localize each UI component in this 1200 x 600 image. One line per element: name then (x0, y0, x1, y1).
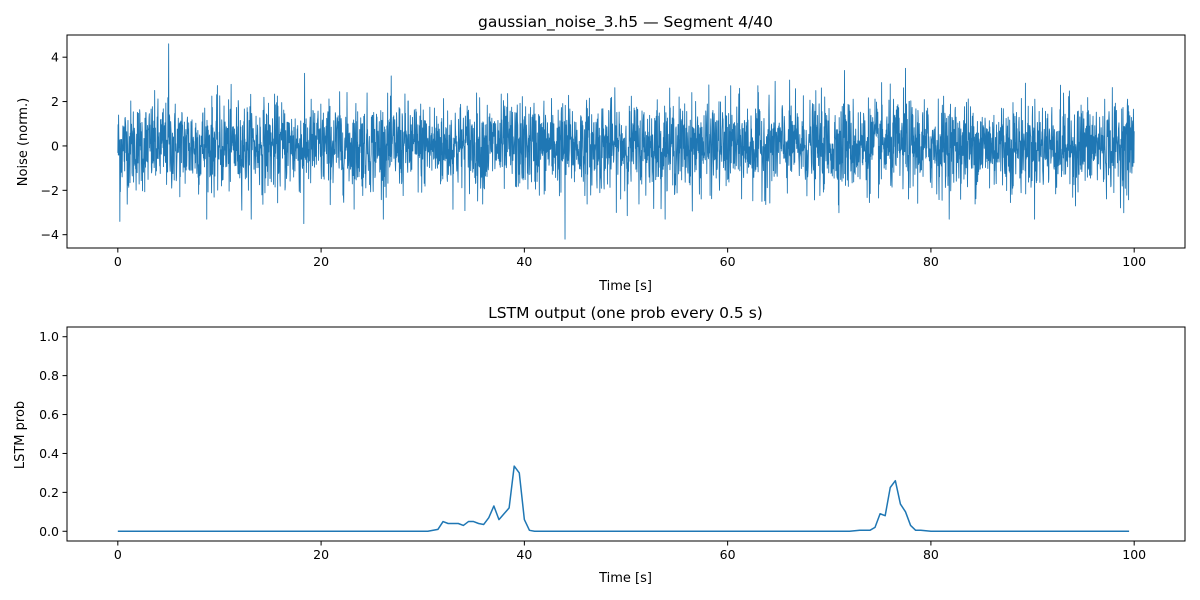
lstm-y-tick-label: 1.0 (39, 329, 59, 344)
noise-x-axis-label: Time [s] (598, 279, 652, 294)
noise-x-tick-label: 0 (114, 254, 122, 269)
lstm-plot-area: 0 20 40 60 80 100 0.0 0.2 0.4 0.6 0.8 1.0 (39, 326, 1186, 562)
lstm-x-tick-label: 100 (1122, 547, 1146, 562)
lstm-y-tick-label: 0.8 (39, 368, 59, 383)
lstm-y-tick-label: 0.2 (39, 485, 59, 500)
lstm-x-tick-label: 60 (720, 547, 736, 562)
noise-x-tick-label: 80 (923, 254, 939, 269)
noise-x-tick-label: 40 (516, 254, 532, 269)
lstm-y-tick-label: 0.0 (39, 524, 59, 539)
noise-panel: gaussian_noise_3.h5 — Segment 4/40 Time … (16, 13, 1186, 294)
lstm-y-axis-label: LSTM prob (13, 401, 28, 469)
lstm-x-tick-label: 40 (516, 547, 532, 562)
noise-y-tick-label: −2 (41, 183, 59, 198)
noise-y-tick-label: 0 (51, 138, 59, 153)
noise-plot-area: 0 20 40 60 80 100 −4 −2 0 2 4 (41, 34, 1186, 269)
lstm-axes-frame (66, 326, 1186, 542)
lstm-panel: LSTM output (one prob every 0.5 s) Time … (13, 304, 1186, 586)
lstm-x-tick-label: 0 (114, 547, 122, 562)
noise-x-tick-label: 60 (720, 254, 736, 269)
noise-chart-title: gaussian_noise_3.h5 — Segment 4/40 (478, 13, 773, 32)
lstm-y-tick-label: 0.4 (39, 446, 59, 461)
lstm-x-axis-label: Time [s] (598, 571, 652, 586)
lstm-series-line (117, 465, 1130, 533)
noise-y-tick-label: −4 (41, 227, 59, 242)
noise-axes-frame (66, 34, 1186, 249)
lstm-x-tick-label: 80 (923, 547, 939, 562)
noise-series-line (117, 43, 1135, 240)
lstm-x-tick-label: 20 (313, 547, 329, 562)
noise-x-tick-label: 100 (1122, 254, 1146, 269)
noise-y-axis-label: Noise (norm.) (16, 98, 31, 186)
noise-x-tick-label: 20 (313, 254, 329, 269)
noise-y-tick-label: 2 (51, 94, 59, 109)
lstm-y-tick-label: 0.6 (39, 407, 59, 422)
noise-y-tick-label: 4 (51, 50, 59, 65)
lstm-chart-title: LSTM output (one prob every 0.5 s) (488, 304, 763, 322)
